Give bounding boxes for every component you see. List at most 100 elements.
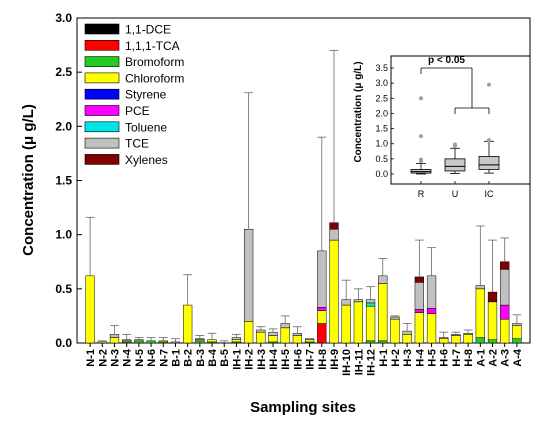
bar-segment-A-4-Chloroform	[512, 325, 522, 339]
y-tick-label: 1.5	[55, 174, 72, 188]
inset-y-tick-label: 0.5	[375, 154, 388, 164]
significance-bracket: p < 0.05	[420, 55, 490, 114]
x-tick-label-H-1: H-1	[378, 349, 390, 367]
main-error-bars	[85, 50, 522, 343]
x-tick-label-N-5: N-5	[134, 349, 146, 367]
legend-swatch-Toluene	[84, 121, 120, 133]
inset-y-tick-label: 3.0	[375, 78, 388, 88]
legend-swatch-Styrene	[84, 88, 120, 100]
bar-segment-H-4-PCE	[414, 309, 424, 313]
bar-segment-B-3-Bromoform	[195, 340, 205, 344]
legend-label: 1,1,1-TCA	[125, 39, 180, 53]
bar-segment-IH-8-PCE	[317, 307, 327, 311]
x-tick-label-B-4: B-4	[207, 348, 219, 367]
bar-segment-IH-3-TCE	[256, 329, 266, 333]
x-tick-label-N-2: N-2	[97, 349, 109, 367]
x-tick-label-N-6: N-6	[146, 349, 158, 367]
bar-segment-IH-9-TCE	[329, 229, 339, 241]
bar-segment-IH-7-Chloroform	[304, 339, 315, 343]
bar-segment-N-1-Chloroform	[85, 275, 95, 344]
legend-swatch-1,1-DCE	[84, 23, 120, 35]
bar-segment-A-1-Bromoform	[475, 337, 485, 344]
bar-segment-IH-11-TCE	[353, 299, 364, 303]
x-tick-label-B-2: B-2	[183, 349, 195, 367]
outlier-U	[453, 142, 457, 147]
bar-segment-B-3-TCE	[195, 338, 205, 340]
bar-segment-H-1-Chloroform	[378, 283, 388, 342]
legend-label: PCE	[125, 104, 150, 118]
bar-segment-H-2-TCE	[390, 316, 400, 320]
bar-segment-H-8-TCE	[463, 333, 473, 335]
x-tick-label-IH-3: IH-3	[256, 349, 268, 370]
bar-segment-A-2-Xylenes	[487, 291, 498, 303]
inset-y-axis: 0.0 0.5 1.0 1.5 2.0 2.5 3.0 3.5	[375, 63, 394, 179]
legend-swatch-Bromoform	[84, 56, 120, 67]
main-bars	[85, 222, 522, 344]
bar-segment-IH-4-Chloroform	[268, 335, 278, 343]
bar-segment-B-1-TCE	[170, 341, 181, 344]
x-tick-label-IH-10: IH-10	[341, 349, 353, 376]
outlier-R	[419, 157, 423, 162]
x-tick-label-IH-11: IH-11	[353, 349, 365, 375]
inset-box-plot: 0.0 0.5 1.0 1.5 2.0 2.5 3.0 3.5 R U IC p < 0.05 C…	[353, 55, 531, 199]
bar-segment-H-5-TCE	[426, 275, 437, 309]
inset-y-axis-title: Concentration (μ g/L)	[353, 61, 364, 162]
bar-segment-IH-3-Chloroform	[256, 331, 266, 344]
bar-segment-IH-11-Chloroform	[353, 301, 364, 344]
y-tick-label: 0.5	[55, 282, 72, 296]
inset-y-tick-label: 3.5	[375, 63, 388, 73]
bar-segment-IH-12-Toluene	[365, 302, 376, 307]
bar-segment-IH-4-TCE	[268, 331, 278, 336]
bar-segment-IH-10-TCE	[341, 299, 351, 306]
x-tick-label-A-3: A-3	[500, 349, 512, 367]
bar-segment-IH-8-1,1,1-TCA	[317, 323, 327, 344]
x-tick-label-H-4: H-4	[414, 348, 426, 367]
inset-y-tick-label: 1.5	[375, 124, 388, 134]
bar-segment-A-3-Xylenes	[500, 261, 510, 270]
inset-boxes	[410, 82, 500, 175]
bar-segment-A-2-Chloroform	[487, 301, 498, 341]
x-tick-label-B-1: B-1	[170, 349, 182, 367]
x-tick-label-N-4: N-4	[122, 348, 134, 367]
bar-segment-H-4-TCE	[414, 282, 424, 310]
bar-segment-IH-6-TCE	[292, 333, 303, 336]
bar-segment-H-7-TCE	[451, 334, 461, 336]
x-tick-label-N-1: N-1	[85, 349, 97, 367]
outlier-R	[419, 134, 423, 139]
inset-y-tick-label: 0.0	[375, 169, 388, 179]
x-tick-label-H-5: H-5	[427, 349, 439, 367]
box-U	[444, 158, 466, 172]
significance-label: p < 0.05	[428, 55, 465, 66]
bar-segment-N-3-TCE	[109, 334, 120, 338]
outlier-IC	[487, 82, 491, 87]
x-tick-label-IH-9: IH-9	[329, 349, 341, 370]
x-tick-label-A-2: A-2	[488, 349, 500, 367]
y-tick-label: 2.5	[55, 65, 72, 79]
legend-label: TCE	[125, 137, 149, 151]
bar-segment-IH-12-TCE	[365, 299, 376, 304]
inset-x-label-R: R	[418, 189, 425, 199]
bar-segment-IH-1-TCE	[231, 337, 242, 341]
x-tick-label-H-7: H-7	[451, 349, 463, 367]
bar-segment-H-6-Chloroform	[439, 338, 449, 344]
bar-segment-H-1-TCE	[378, 275, 388, 284]
x-tick-label-N-3: N-3	[109, 349, 121, 367]
x-tick-label-IH-8: IH-8	[317, 349, 329, 370]
bar-segment-A-2-Bromoform	[487, 339, 498, 344]
inset-x-label-U: U	[452, 189, 459, 199]
bar-segment-IH-10-Chloroform	[341, 304, 351, 344]
bar-segment-N-3-Chloroform	[109, 337, 120, 344]
x-tick-label-H-3: H-3	[402, 349, 414, 367]
y-tick-label: 1.0	[55, 228, 72, 242]
bar-segment-N-2-Chloroform	[97, 341, 107, 344]
bar-segment-IH-12-Chloroform	[365, 305, 376, 342]
bar-segment-N-6-Bromoform	[146, 340, 156, 344]
outlier-R	[419, 96, 423, 101]
bar-segment-H-4-Chloroform	[414, 312, 424, 344]
x-tick-label-B-3: B-3	[195, 349, 207, 367]
bar-segment-N-5-Chloroform	[134, 339, 144, 342]
inset-y-tick-label: 1.0	[375, 139, 388, 149]
bar-segment-A-3-Chloroform	[500, 318, 510, 344]
inset-y-tick-label: 2.0	[375, 108, 388, 118]
